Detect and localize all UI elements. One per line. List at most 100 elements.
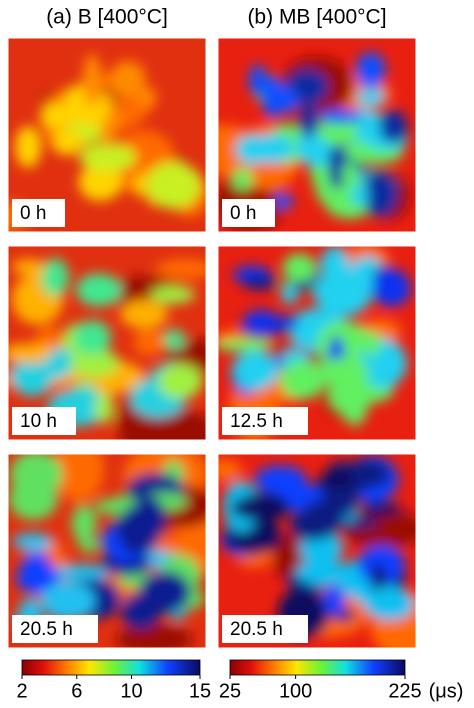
map-label: 20.5 h bbox=[20, 619, 73, 640]
blob bbox=[364, 330, 381, 357]
blob bbox=[341, 375, 369, 427]
map-border bbox=[217, 245, 417, 441]
blob bbox=[218, 339, 272, 352]
heatmap-texture bbox=[8, 258, 206, 440]
blob bbox=[146, 161, 202, 210]
blob bbox=[15, 126, 42, 168]
blob bbox=[360, 502, 403, 516]
blob bbox=[248, 64, 268, 96]
heatmap-texture bbox=[8, 454, 206, 648]
blob bbox=[11, 259, 46, 275]
label-box bbox=[222, 407, 308, 435]
blob bbox=[356, 51, 386, 89]
blob bbox=[261, 75, 285, 119]
blob bbox=[139, 570, 191, 614]
map-label: 10 h bbox=[20, 411, 57, 432]
blob bbox=[155, 258, 206, 280]
blob bbox=[163, 329, 185, 350]
heatmap-texture bbox=[218, 455, 416, 648]
label-box bbox=[222, 615, 308, 643]
blob bbox=[10, 355, 54, 397]
blob bbox=[40, 258, 69, 297]
blob bbox=[115, 624, 193, 648]
heatmap bbox=[8, 454, 206, 648]
blob bbox=[372, 269, 411, 307]
heatmap bbox=[218, 454, 416, 648]
blob bbox=[318, 109, 363, 124]
blob bbox=[133, 329, 166, 356]
blob bbox=[39, 103, 69, 130]
blob bbox=[252, 133, 293, 164]
blob bbox=[274, 316, 300, 329]
map-border bbox=[217, 37, 417, 233]
blob bbox=[361, 171, 399, 217]
blob bbox=[323, 584, 346, 615]
map-label: 20.5 h bbox=[230, 619, 283, 640]
blob bbox=[75, 273, 122, 307]
colorbar bbox=[229, 659, 406, 676]
blob bbox=[46, 348, 74, 379]
colorbar-tick-label: 25 bbox=[219, 680, 241, 702]
colorbar-tick-label: 15 bbox=[189, 680, 211, 702]
heatmap bbox=[8, 38, 206, 232]
map-border bbox=[217, 453, 417, 649]
blob bbox=[364, 587, 415, 621]
colorbar-tick-label: 225 bbox=[388, 680, 421, 702]
blob bbox=[12, 532, 54, 551]
blob bbox=[254, 465, 307, 495]
blob bbox=[40, 581, 96, 621]
blob bbox=[73, 320, 112, 355]
label-box bbox=[12, 407, 76, 435]
blob bbox=[79, 143, 137, 172]
blob bbox=[150, 286, 196, 304]
blob bbox=[296, 560, 349, 586]
blob bbox=[232, 168, 253, 190]
map-border bbox=[7, 245, 207, 441]
blob bbox=[280, 285, 299, 305]
blob bbox=[232, 350, 279, 390]
blob bbox=[289, 509, 338, 541]
colorbar-unit: (μs) bbox=[429, 680, 464, 702]
blob bbox=[320, 468, 355, 490]
blob bbox=[78, 163, 123, 201]
blob bbox=[341, 163, 359, 181]
label-box bbox=[12, 199, 65, 227]
colorbar-tick-label: 2 bbox=[16, 680, 27, 702]
colorbar bbox=[21, 659, 201, 676]
blob bbox=[275, 193, 293, 210]
blob bbox=[69, 349, 120, 377]
blob bbox=[318, 115, 359, 146]
label-box bbox=[222, 199, 275, 227]
blob bbox=[313, 269, 373, 317]
map-label: 12.5 h bbox=[230, 411, 283, 432]
blob bbox=[109, 60, 146, 97]
blob bbox=[71, 504, 97, 543]
blob bbox=[236, 493, 290, 522]
blob bbox=[218, 459, 242, 481]
blob bbox=[82, 54, 102, 107]
label-box bbox=[12, 615, 98, 643]
colorbar-tick-label: 6 bbox=[71, 680, 82, 702]
blob bbox=[16, 564, 61, 594]
heatmap-texture bbox=[8, 54, 206, 232]
blob bbox=[242, 275, 277, 290]
blob bbox=[51, 129, 84, 156]
blob bbox=[370, 562, 387, 596]
panel-title: (a) B [400°C] bbox=[46, 6, 168, 29]
blob bbox=[282, 253, 317, 283]
map-label: 0 h bbox=[20, 203, 46, 224]
blob bbox=[134, 409, 206, 440]
blob bbox=[8, 343, 59, 363]
blob bbox=[120, 299, 169, 329]
blob bbox=[157, 363, 203, 399]
blob bbox=[132, 495, 167, 544]
blob bbox=[316, 358, 370, 387]
blob bbox=[94, 499, 114, 514]
blob bbox=[140, 86, 157, 109]
panel-title: (b) MB [400°C] bbox=[247, 6, 386, 29]
blob bbox=[94, 394, 114, 424]
colorbar-tick-label: 100 bbox=[279, 680, 312, 702]
blob bbox=[8, 477, 58, 520]
blob bbox=[379, 110, 408, 144]
blob bbox=[54, 564, 109, 581]
